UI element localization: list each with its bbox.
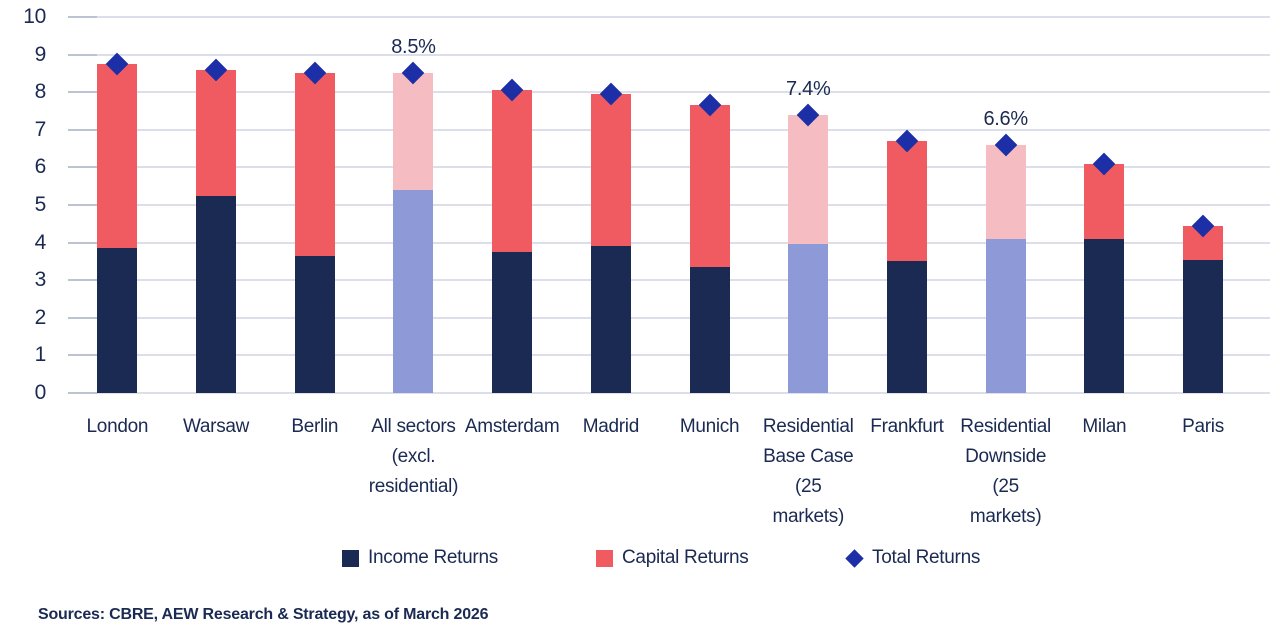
capital-returns-bar-segment: [492, 90, 533, 252]
y-axis-label: 5: [34, 193, 47, 216]
y-axis-tick: [68, 91, 97, 94]
y-axis-label: 8: [34, 80, 47, 104]
y-gridline: [68, 91, 1270, 94]
legend-item: Income Returns: [342, 546, 498, 570]
x-axis-category-label: Munich: [679, 416, 740, 437]
total-returns-annotation: 8.5%: [391, 36, 436, 59]
x-axis-category-label: Madrid: [582, 416, 640, 437]
capital-returns-bar-segment: [689, 105, 730, 268]
income-returns-bar-segment: [294, 255, 335, 393]
income-returns-bar-segment: [788, 244, 829, 393]
capital-returns-bar-segment: [393, 73, 434, 190]
y-gridline: [68, 316, 1270, 319]
capital-returns-bar-segment: [196, 69, 237, 196]
income-returns-bar-segment: [689, 267, 730, 393]
y-gridline: [68, 16, 1270, 18]
y-axis-label: 2: [34, 305, 47, 329]
y-axis-label: 1: [34, 343, 47, 367]
y-axis-tick: [68, 53, 97, 56]
capital-returns-bar-segment: [97, 64, 138, 249]
legend-square-icon: [342, 549, 359, 567]
legend-label: Capital Returns: [622, 547, 749, 568]
x-axis-category-label: Frankfurt: [870, 416, 944, 437]
source-text: Sources: CBRE, AEW Research & Strategy, …: [38, 606, 489, 623]
y-gridline: [68, 392, 1270, 394]
chart-legend: Income Returns Capital Returns Total Retur…: [0, 546, 1270, 586]
y-axis-tick: [68, 241, 97, 244]
total-returns-annotation: 7.4%: [786, 77, 831, 100]
y-axis-tick: [68, 128, 97, 131]
legend-square-icon: [596, 549, 613, 567]
y-axis-label: 7: [34, 117, 47, 141]
y-axis-label: 10: [23, 5, 46, 28]
x-axis-category-label: Residential Downside (25 markets): [960, 416, 1051, 527]
y-axis-label: 6: [34, 155, 47, 179]
income-returns-bar-segment: [985, 238, 1026, 393]
y-axis-tick: [68, 354, 97, 357]
income-returns-bar-segment: [590, 246, 631, 393]
y-gridline: [68, 354, 1270, 357]
y-axis-label: 0: [34, 381, 47, 404]
legend-label: Income Returns: [368, 547, 498, 568]
x-axis-category-label: Milan: [1082, 416, 1127, 437]
income-returns-bar-segment: [1183, 259, 1224, 393]
capital-returns-bar-segment: [985, 144, 1026, 239]
y-axis-tick: [68, 316, 97, 319]
y-gridline: [68, 53, 1270, 56]
y-gridline: [68, 204, 1270, 206]
y-gridline: [68, 128, 1270, 131]
income-returns-bar-segment: [393, 189, 434, 393]
x-axis-category-label: All sectors (excl. residential): [368, 416, 459, 497]
x-axis-category-label: London: [86, 416, 149, 437]
x-axis-category-label: Berlin: [291, 416, 339, 437]
capital-returns-bar-segment: [1084, 163, 1125, 239]
y-axis-label: 3: [34, 268, 47, 292]
legend-item: Total Returns: [845, 546, 980, 570]
x-axis-category-label: Amsterdam: [464, 416, 560, 437]
legend-diamond-icon: [845, 548, 864, 568]
income-returns-bar-segment: [196, 195, 237, 393]
income-returns-bar-segment: [886, 261, 927, 393]
x-axis-category-label: Residential Base Case (25 markets): [762, 416, 854, 527]
capital-returns-bar-segment: [886, 141, 927, 262]
y-axis-tick: [68, 16, 97, 18]
legend-label: Total Returns: [872, 547, 981, 568]
y-gridline: [68, 279, 1270, 282]
legend-item: Capital Returns: [596, 546, 749, 570]
x-axis-category-label: Warsaw: [182, 416, 250, 437]
capital-returns-bar-segment: [788, 114, 829, 245]
y-axis-tick: [68, 204, 97, 206]
y-axis-label: 9: [34, 42, 47, 66]
income-returns-bar-segment: [492, 252, 533, 393]
y-axis-tick: [68, 166, 97, 169]
y-axis-label: 4: [34, 230, 47, 254]
income-returns-bar-segment: [1084, 238, 1125, 393]
x-axis-category-label: Paris: [1182, 416, 1224, 437]
y-gridline: [68, 241, 1270, 244]
y-axis-tick: [68, 392, 97, 394]
total-returns-annotation: 6.6%: [983, 107, 1028, 130]
income-returns-bar-segment: [97, 248, 138, 393]
y-axis-tick: [68, 279, 97, 282]
capital-returns-bar-segment: [294, 73, 335, 256]
capital-returns-bar-segment: [590, 94, 631, 247]
y-gridline: [68, 166, 1270, 169]
